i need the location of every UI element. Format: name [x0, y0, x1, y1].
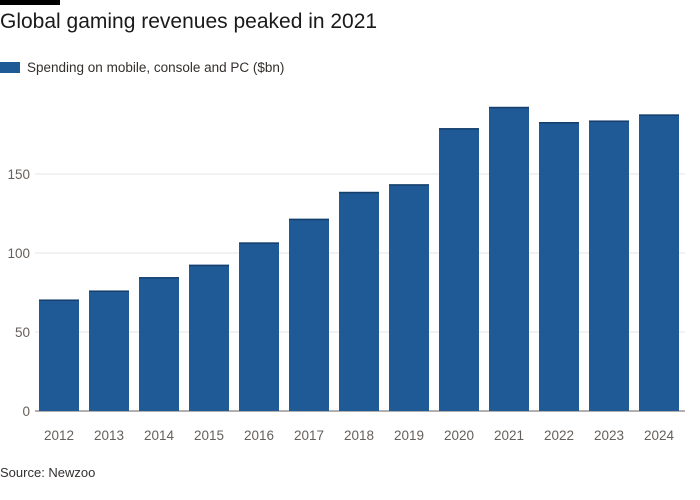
x-tick-label: 2023: [594, 428, 624, 443]
y-tick-label: 100: [7, 246, 30, 261]
bar-2020: [439, 128, 479, 411]
bar-2019: [389, 184, 429, 411]
legend: Spending on mobile, console and PC ($bn): [0, 60, 284, 75]
source-note: Source: Newzoo: [0, 465, 96, 480]
legend-swatch: [0, 62, 20, 73]
chart-title: Global gaming revenues peaked in 2021: [0, 10, 378, 33]
x-tick-label: 2018: [344, 428, 374, 443]
bar-2023: [589, 120, 629, 412]
x-tick-label: 2022: [544, 428, 574, 443]
x-tick-label: 2012: [44, 428, 74, 443]
x-tick-label: 2020: [444, 428, 474, 443]
y-axis-ticks: 0 50 100 150: [7, 167, 30, 419]
bar-2014: [139, 277, 179, 411]
x-tick-label: 2024: [644, 428, 675, 443]
bar-2017: [289, 218, 329, 411]
x-axis-ticks: 2012 2013 2014 2015 2016 2017 2018 2019 2020 2021…: [44, 428, 675, 443]
bar-2012: [39, 299, 79, 411]
bar-2013: [89, 290, 129, 411]
bar-2022: [539, 122, 579, 411]
bar-2016: [239, 242, 279, 411]
y-tick-label: 150: [7, 167, 30, 182]
bar-2021: [489, 106, 529, 411]
bar-2015: [189, 264, 229, 411]
y-tick-label: 50: [15, 325, 30, 340]
y-tick-label: 0: [22, 404, 30, 419]
x-tick-label: 2014: [144, 428, 175, 443]
x-tick-label: 2013: [94, 428, 124, 443]
x-tick-label: 2015: [194, 428, 224, 443]
x-tick-label: 2016: [244, 428, 274, 443]
x-tick-label: 2019: [394, 428, 424, 443]
bars: [39, 106, 679, 412]
bar-2024: [639, 114, 679, 412]
header-rule: [0, 0, 60, 5]
bar-2018: [339, 191, 379, 411]
x-tick-label: 2017: [294, 428, 324, 443]
legend-label: Spending on mobile, console and PC ($bn): [27, 60, 285, 75]
x-tick-label: 2021: [494, 428, 524, 443]
